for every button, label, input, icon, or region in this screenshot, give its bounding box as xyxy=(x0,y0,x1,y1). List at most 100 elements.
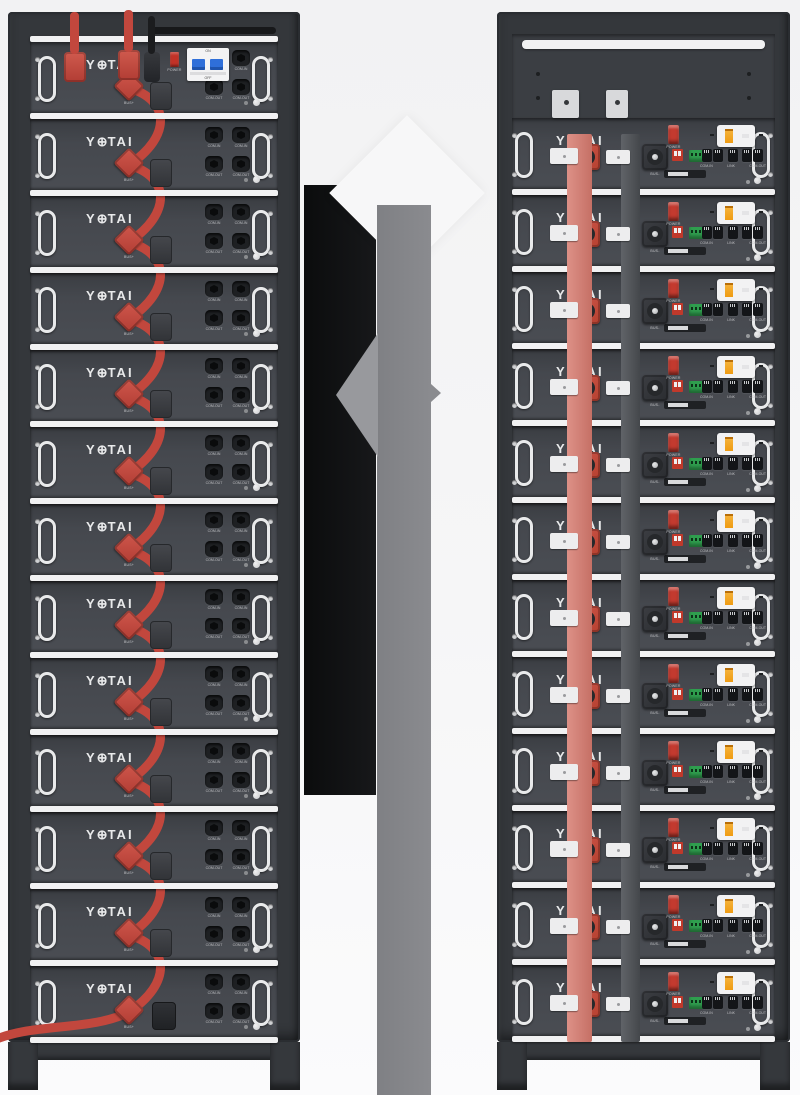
module-handle-left[interactable] xyxy=(35,441,56,487)
address-slot[interactable] xyxy=(664,555,706,563)
com-out-rj45-port[interactable] xyxy=(753,534,763,547)
com-out-rj45-port[interactable] xyxy=(742,996,752,1009)
link-rj45-port[interactable] xyxy=(728,919,738,932)
com-out-rj45-port[interactable] xyxy=(753,611,763,624)
dc-breaker[interactable] xyxy=(717,356,755,378)
module-handle-left[interactable] xyxy=(512,286,533,332)
address-slot[interactable] xyxy=(664,324,706,332)
com-in-rj45-port[interactable] xyxy=(713,149,723,162)
busbar-clamp-positive[interactable] xyxy=(550,379,578,395)
module-handle-left[interactable] xyxy=(512,902,533,948)
com-in-rj45-port[interactable] xyxy=(702,457,712,470)
busbar-clamp-positive[interactable] xyxy=(550,841,578,857)
com-out-rj45-port[interactable] xyxy=(753,149,763,162)
dip-switch[interactable] xyxy=(672,765,683,777)
dip-switch[interactable] xyxy=(672,534,683,546)
com-in-rj45-port[interactable] xyxy=(702,303,712,316)
module-handle-left[interactable] xyxy=(35,595,56,641)
com-out-rj45-port[interactable] xyxy=(742,534,752,547)
com-out-rj45-port[interactable] xyxy=(753,842,763,855)
com-in-port[interactable] xyxy=(232,589,250,605)
busbar-clamp-negative[interactable] xyxy=(606,227,630,241)
dc-breaker[interactable] xyxy=(717,664,755,686)
com-out-rj45-port[interactable] xyxy=(742,303,752,316)
cable-clamp-connector[interactable] xyxy=(150,621,172,649)
dc-breaker[interactable] xyxy=(717,433,755,455)
com-out-port[interactable] xyxy=(232,695,250,711)
bus-minus-terminal[interactable] xyxy=(642,221,668,247)
dc-breaker[interactable] xyxy=(717,279,755,301)
cable-clamp-connector[interactable] xyxy=(150,852,172,880)
power-rocker-switch[interactable] xyxy=(668,895,679,914)
busbar-clamp-negative[interactable] xyxy=(606,920,630,934)
module-handle-left[interactable] xyxy=(512,440,533,486)
busbar-clamp-negative[interactable] xyxy=(606,766,630,780)
terminal-block[interactable] xyxy=(689,997,706,1009)
module-handle-right[interactable] xyxy=(252,210,273,256)
com-out-port[interactable] xyxy=(205,310,223,326)
address-slot[interactable] xyxy=(664,478,706,486)
com-out-port[interactable] xyxy=(205,772,223,788)
link-rj45-port[interactable] xyxy=(728,226,738,239)
cable-clamp-connector[interactable] xyxy=(150,313,172,341)
com-in-rj45-port[interactable] xyxy=(702,534,712,547)
com-in-rj45-port[interactable] xyxy=(713,303,723,316)
com-in-rj45-port[interactable] xyxy=(702,765,712,778)
cable-clamp-connector[interactable] xyxy=(150,544,172,572)
com-in-port[interactable] xyxy=(205,512,223,528)
address-slot[interactable] xyxy=(664,170,706,178)
com-out-rj45-port[interactable] xyxy=(753,919,763,932)
module-handle-left[interactable] xyxy=(35,518,56,564)
busbar-clamp-negative[interactable] xyxy=(606,689,630,703)
terminal-block[interactable] xyxy=(689,381,706,393)
power-rocker-switch[interactable] xyxy=(668,587,679,606)
module-handle-left[interactable] xyxy=(512,363,533,409)
module-handle-right[interactable] xyxy=(252,133,273,179)
busbar-clamp-negative[interactable] xyxy=(606,843,630,857)
com-out-port[interactable] xyxy=(205,695,223,711)
dc-breaker[interactable] xyxy=(717,895,755,917)
busbar-clamp-positive[interactable] xyxy=(550,995,578,1011)
bus-minus-terminal[interactable] xyxy=(642,914,668,940)
link-rj45-port[interactable] xyxy=(728,457,738,470)
com-out-port[interactable] xyxy=(232,618,250,634)
com-in-port[interactable] xyxy=(205,281,223,297)
cable-clamp-connector[interactable] xyxy=(150,467,172,495)
module-handle-left[interactable] xyxy=(35,287,56,333)
module-handle-right[interactable] xyxy=(252,826,273,872)
bus-minus-terminal[interactable] xyxy=(642,837,668,863)
module-handle-left[interactable] xyxy=(35,903,56,949)
link-rj45-port[interactable] xyxy=(728,996,738,1009)
dip-switch[interactable] xyxy=(672,996,683,1008)
power-rocker-switch[interactable] xyxy=(668,818,679,837)
dip-switch[interactable] xyxy=(672,149,683,161)
terminal-block[interactable] xyxy=(689,612,706,624)
cable-clamp-connector[interactable] xyxy=(150,775,172,803)
module-handle-right[interactable] xyxy=(252,749,273,795)
com-in-port[interactable] xyxy=(232,127,250,143)
module-handle-left[interactable] xyxy=(35,826,56,872)
com-in-port[interactable] xyxy=(205,435,223,451)
com-in-port[interactable] xyxy=(205,358,223,374)
terminal-block[interactable] xyxy=(689,843,706,855)
com-out-port[interactable] xyxy=(232,233,250,249)
bus-minus-terminal[interactable] xyxy=(642,452,668,478)
address-slot[interactable] xyxy=(664,940,706,948)
com-in-rj45-port[interactable] xyxy=(702,149,712,162)
busbar-clamp-positive[interactable] xyxy=(550,456,578,472)
module-handle-left[interactable] xyxy=(512,132,533,178)
com-out-rj45-port[interactable] xyxy=(742,149,752,162)
dip-switch[interactable] xyxy=(672,611,683,623)
link-rj45-port[interactable] xyxy=(728,534,738,547)
dc-breaker[interactable] xyxy=(717,125,755,147)
bus-minus-terminal[interactable] xyxy=(642,606,668,632)
module-handle-right[interactable] xyxy=(252,364,273,410)
power-rocker-switch[interactable] xyxy=(668,433,679,452)
link-rj45-port[interactable] xyxy=(728,765,738,778)
module-handle-right[interactable] xyxy=(252,287,273,333)
com-in-rj45-port[interactable] xyxy=(713,842,723,855)
main-breaker[interactable]: ON OFF xyxy=(187,48,229,81)
com-out-port[interactable] xyxy=(205,156,223,172)
com-in-port[interactable] xyxy=(205,974,223,990)
busbar-clamp-positive[interactable] xyxy=(550,533,578,549)
